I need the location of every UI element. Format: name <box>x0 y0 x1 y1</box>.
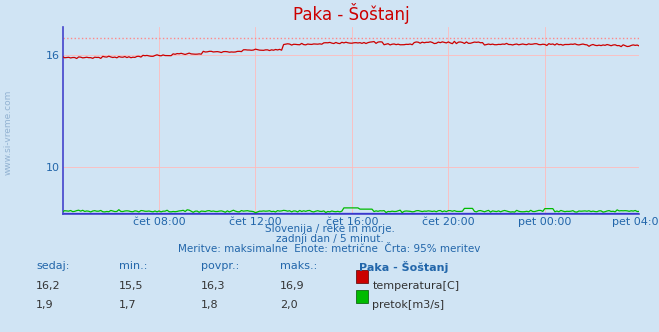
Text: 16,3: 16,3 <box>201 281 225 290</box>
Text: povpr.:: povpr.: <box>201 261 239 271</box>
Text: sedaj:: sedaj: <box>36 261 70 271</box>
Text: 15,5: 15,5 <box>119 281 143 290</box>
Text: Paka - Šoštanj: Paka - Šoštanj <box>359 261 449 273</box>
Text: min.:: min.: <box>119 261 147 271</box>
Text: zadnji dan / 5 minut.: zadnji dan / 5 minut. <box>275 234 384 244</box>
Text: 16,2: 16,2 <box>36 281 61 290</box>
Text: 16,9: 16,9 <box>280 281 304 290</box>
Text: temperatura[C]: temperatura[C] <box>372 281 459 290</box>
Title: Paka - Šoštanj: Paka - Šoštanj <box>293 3 409 24</box>
Text: pretok[m3/s]: pretok[m3/s] <box>372 300 444 310</box>
Text: 1,8: 1,8 <box>201 300 219 310</box>
Text: 1,9: 1,9 <box>36 300 54 310</box>
Text: 2,0: 2,0 <box>280 300 298 310</box>
Text: maks.:: maks.: <box>280 261 318 271</box>
Text: 1,7: 1,7 <box>119 300 136 310</box>
Text: Meritve: maksimalne  Enote: metrične  Črta: 95% meritev: Meritve: maksimalne Enote: metrične Črta… <box>179 244 480 254</box>
Text: Slovenija / reke in morje.: Slovenija / reke in morje. <box>264 224 395 234</box>
Text: www.si-vreme.com: www.si-vreme.com <box>3 90 13 176</box>
